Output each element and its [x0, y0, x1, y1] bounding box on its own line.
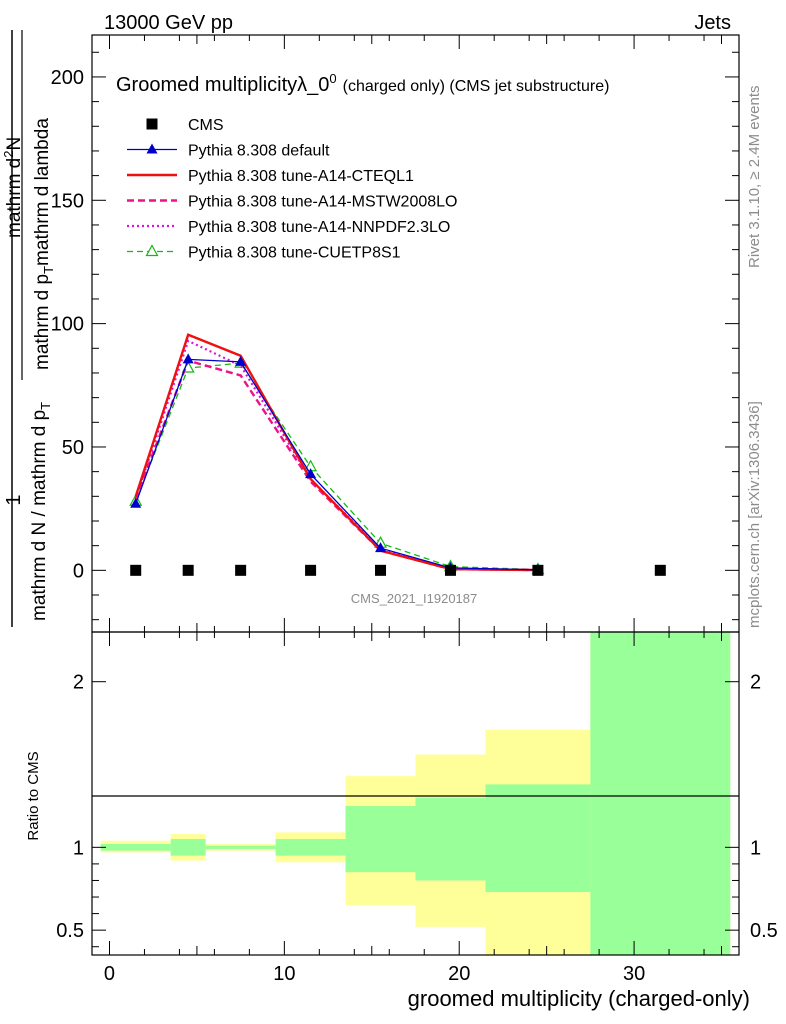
legend-item-default: Pythia 8.308 default [127, 143, 330, 160]
y-tick-label-ratio-2: 2 [73, 672, 84, 694]
series-line-default [135, 358, 538, 571]
ratio-band-1-bin-3 [275, 839, 346, 856]
point-cms-1 [182, 564, 194, 576]
point-cms-5 [444, 564, 456, 576]
legend-item-nnpdf: Pythia 8.308 tune-A14-NNPDF2.3LO [127, 219, 450, 236]
point-cms-7 [654, 564, 666, 576]
series-mstw [134, 359, 538, 572]
point-cms-0 [130, 564, 142, 576]
y-tick-label-main-50: 50 [62, 437, 84, 459]
ratio-band-1-bin-7 [590, 632, 731, 955]
y-tick-label-main-200: 200 [51, 67, 84, 89]
y-axis-label: 1 mathrm d N / mathrm d pT mathrm d2N ma… [1, 30, 56, 627]
ratio-band-1-bin-5 [415, 797, 486, 881]
ratio-band-1-bin-0 [100, 844, 171, 851]
y-tick-label-ratio-right-0.5: 0.5 [750, 920, 778, 942]
ratio-band-1-bin-2 [205, 845, 276, 849]
point-cms-3 [305, 564, 317, 576]
point-cms-2 [235, 564, 247, 576]
ratio-bands [100, 632, 731, 955]
point-cms-6 [532, 564, 544, 576]
legend-label-nnpdf: Pythia 8.308 tune-A14-NNPDF2.3LO [188, 219, 450, 236]
ylabel-numerator: 1 [3, 494, 25, 505]
ratio-band-1-bin-6 [485, 784, 591, 893]
ratio-band-1-bin-1 [170, 839, 206, 856]
point-default-0 [130, 497, 142, 508]
y-tick-label-main-100: 100 [51, 314, 84, 336]
y-tick-label-main-150: 150 [51, 190, 84, 212]
mcplots-label: mcplots.cern.ch [arXiv:1306.3436] [746, 401, 763, 628]
y-tick-label-ratio-1: 1 [73, 837, 84, 859]
series-line-cuetp [135, 362, 538, 571]
legend-label-cuetp: Pythia 8.308 tune-CUETP8S1 [188, 245, 401, 262]
series-line-cteql1 [134, 333, 538, 572]
main-series [129, 333, 666, 576]
series-line-nnpdf [134, 339, 538, 572]
legend-marker-cms [146, 118, 158, 130]
ylabel-lower: mathrm d pTmathrm d lambda [32, 118, 56, 370]
y-tick-label-ratio-0.5: 0.5 [56, 920, 84, 942]
legend-item-mstw: Pythia 8.308 tune-A14-MSTW2008LO [127, 194, 457, 211]
x-tick-label-20: 20 [448, 963, 470, 985]
axis-ticks [92, 35, 740, 955]
point-default-2 [235, 355, 247, 366]
series-line-mstw [134, 359, 538, 572]
series-default [130, 353, 544, 574]
ratio-band-1-bin-4 [345, 805, 416, 873]
y-tick-label-ratio-right-1: 1 [750, 837, 761, 859]
point-default-4 [375, 542, 387, 553]
rivet-label: Rivet 3.1.10, ≥ 2.4M events [746, 86, 763, 269]
legend-item-cuetp: Pythia 8.308 tune-CUETP8S1 [127, 244, 401, 262]
main-title: Groomed multiplicityλ_00 (charged only) (… [116, 71, 609, 96]
legend-label-cms: CMS [188, 117, 224, 134]
y-tick-label-ratio-right-2: 2 [750, 672, 761, 694]
ratio-ylabel: Ratio to CMS [25, 751, 42, 840]
header-right: Jets [694, 12, 731, 34]
legend-label-cteql1: Pythia 8.308 tune-A14-CTEQL1 [188, 168, 414, 185]
x-tick-label-0: 0 [104, 963, 115, 985]
ylabel-denominator: mathrm d N / mathrm d pT [29, 402, 53, 621]
x-tick-label-30: 30 [623, 963, 645, 985]
legend-label-default: Pythia 8.308 default [188, 143, 330, 160]
header-left: 13000 GeV pp [104, 12, 233, 34]
x-axis-label: groomed multiplicity (charged-only) [408, 986, 750, 1011]
legend: CMS Pythia 8.308 default Pythia 8.308 tune… [127, 117, 457, 262]
watermark: CMS_2021_I1920187 [351, 591, 478, 606]
legend-item-cms: CMS [146, 117, 224, 134]
series-nnpdf [134, 339, 538, 572]
point-default-3 [305, 468, 317, 479]
legend-marker-cuetp [145, 244, 159, 257]
ratio-frame [91, 631, 740, 956]
series-cms [130, 564, 666, 576]
series-cuetp [129, 355, 545, 575]
point-cms-4 [375, 564, 387, 576]
tick-labels: 0 10 20 30 0 50 100 150 200 0.5 0.5 1 1 2 2 [51, 67, 778, 985]
point-default-1 [182, 353, 194, 364]
legend-item-cteql1: Pythia 8.308 tune-A14-CTEQL1 [127, 168, 414, 185]
x-tick-label-10: 10 [273, 963, 295, 985]
ylabel-upper: mathrm d2N [1, 137, 25, 238]
legend-label-mstw: Pythia 8.308 tune-A14-MSTW2008LO [188, 194, 457, 211]
series-cteql1 [134, 333, 538, 572]
legend-marker-default [146, 143, 158, 154]
y-tick-label-main-0: 0 [73, 560, 84, 582]
